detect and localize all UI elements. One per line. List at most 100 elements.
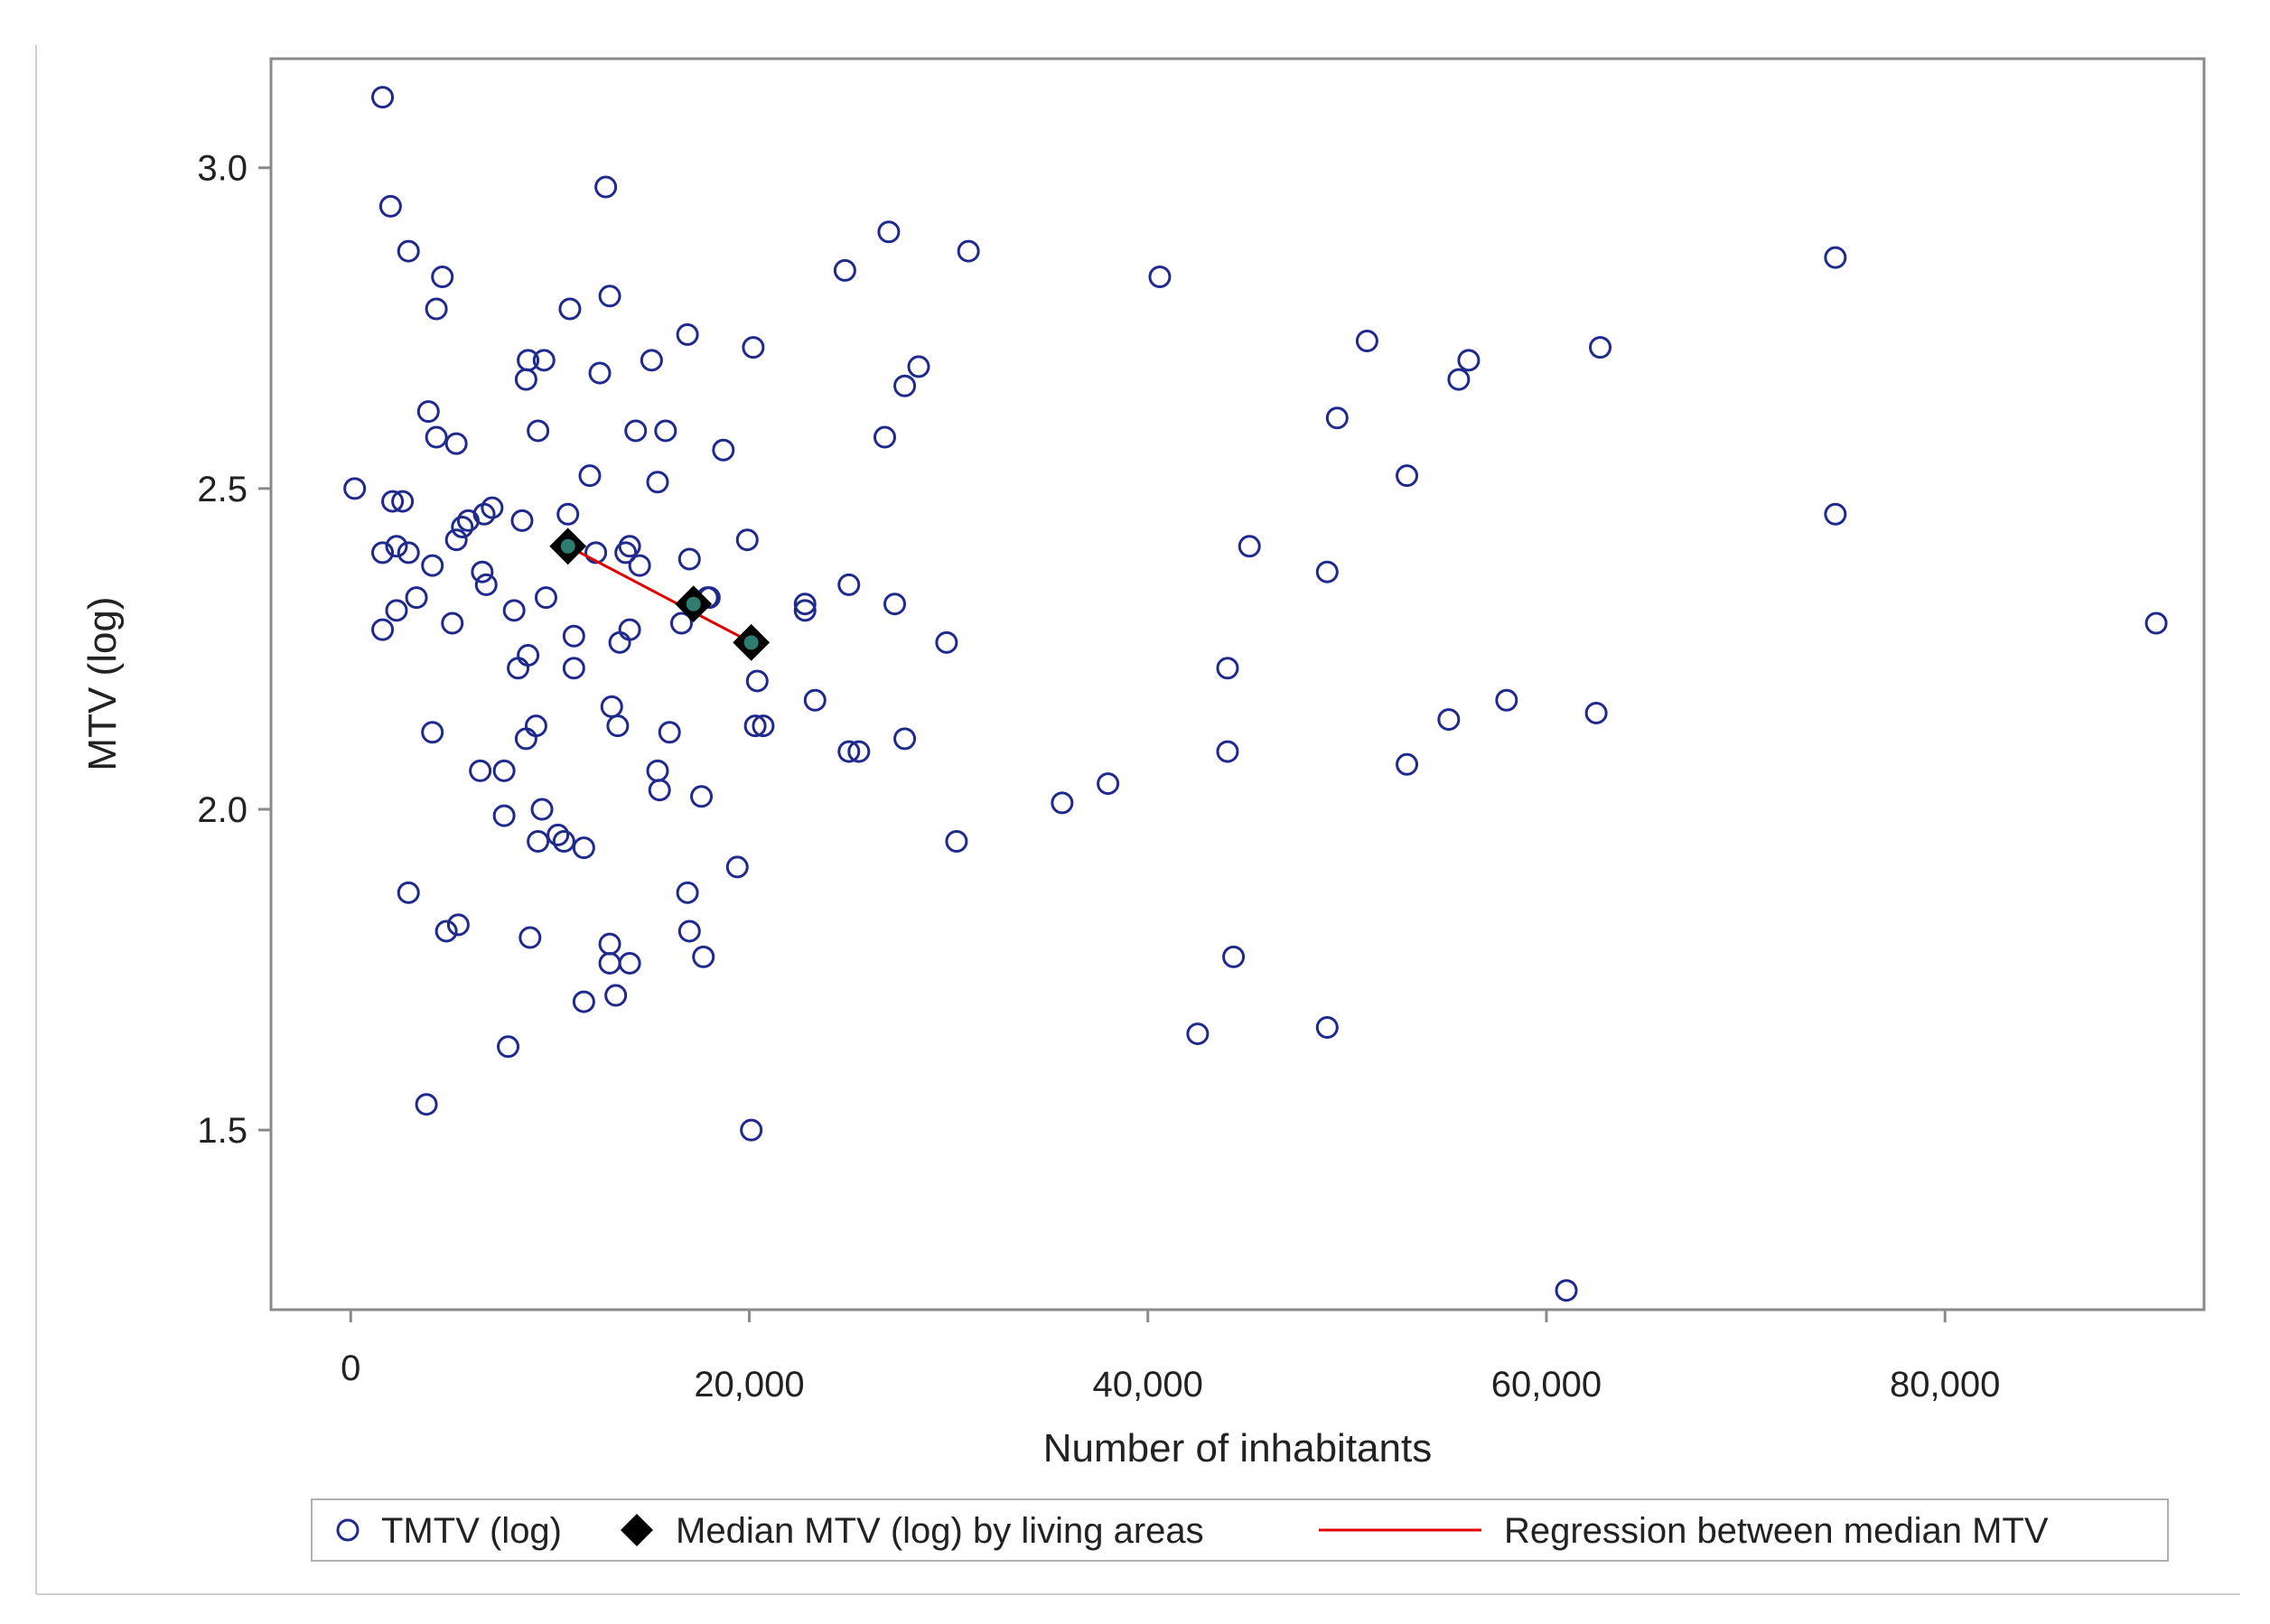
scatter-point — [1315, 560, 1339, 583]
scatter-point — [524, 714, 547, 738]
median-diamond-center — [743, 635, 759, 650]
legend-marker-circle — [336, 1518, 360, 1542]
scatter-point — [837, 573, 861, 596]
scatter-point — [444, 432, 468, 455]
scatter-point — [481, 496, 504, 519]
scatter-point — [646, 759, 669, 782]
median-diamond-center — [686, 596, 701, 611]
scatter-point — [556, 502, 580, 526]
scatter-point — [371, 541, 395, 565]
scatter-point — [628, 554, 651, 577]
scatter-point — [552, 830, 575, 854]
scatter-point — [1447, 368, 1471, 391]
scatter-point — [562, 657, 585, 680]
scatter-point — [385, 599, 408, 622]
scatter-point — [371, 86, 395, 109]
scatter-point — [594, 175, 618, 199]
scatter-point — [847, 740, 871, 763]
scatter-point — [421, 554, 444, 577]
scatter-point — [572, 836, 595, 860]
x-axis: 0 20,000 40,000 60,000 80,000 — [341, 1310, 2000, 1405]
scatter-point — [588, 361, 612, 385]
scatter-point — [837, 740, 861, 763]
legend-marker-diamond — [621, 1514, 653, 1546]
scatter-point — [502, 599, 526, 622]
scatter-point — [378, 194, 402, 218]
scatter-point — [624, 419, 648, 443]
scatter-point — [598, 951, 621, 975]
scatter-point — [803, 688, 827, 712]
legend-label: Median MTV (log) by living areas — [676, 1511, 1204, 1551]
scatter-point — [469, 759, 492, 782]
scatter-point — [343, 477, 367, 500]
scatter-point — [1824, 502, 1847, 526]
scatter-point — [692, 945, 715, 968]
scatter-point — [532, 349, 556, 372]
scatter-point — [421, 721, 444, 744]
y-tick-label: 3.0 — [197, 149, 248, 189]
scatter-point — [646, 471, 669, 494]
scatter-point — [1396, 464, 1419, 488]
plot-marks — [343, 86, 2168, 1302]
scatter-point — [507, 657, 530, 680]
scatter-point — [1148, 265, 1172, 288]
scatter-point — [743, 714, 767, 738]
scatter-point — [518, 926, 542, 949]
scatter-point — [1325, 406, 1349, 430]
y-tick-label: 2.0 — [197, 790, 248, 830]
scatter-point — [935, 630, 958, 654]
scatter-point — [584, 541, 608, 565]
legend-label: TMTV (log) — [381, 1511, 562, 1551]
scatter-point — [425, 297, 448, 321]
scatter-point — [883, 593, 907, 616]
x-axis-title: Number of inhabitants — [1043, 1426, 1432, 1470]
scatter-point — [1315, 1015, 1339, 1039]
scatter-point — [752, 714, 775, 738]
scatter-point — [558, 297, 582, 321]
scatter-point — [446, 913, 470, 937]
scatter-point — [877, 220, 901, 244]
scatter-point — [725, 855, 749, 879]
scatter-point — [690, 785, 714, 808]
scatter-point — [397, 881, 420, 904]
scatter-point — [1355, 330, 1378, 353]
median-diamond-center — [560, 538, 575, 554]
y-tick-label: 2.5 — [197, 470, 248, 509]
x-tick-label: 80,000 — [1890, 1365, 2000, 1405]
legend-label: Regression between median MTV — [1504, 1511, 2049, 1551]
scatter-point — [618, 618, 641, 641]
scatter-point — [873, 425, 897, 449]
scatter-point — [514, 727, 537, 751]
scatter-point — [654, 419, 677, 443]
scatter-point — [1186, 1022, 1210, 1046]
scatter-point — [2144, 611, 2168, 635]
scatter-point — [471, 560, 494, 583]
scatter-point — [945, 830, 968, 854]
scatter-point — [740, 1118, 763, 1142]
scatter-point — [618, 535, 641, 558]
scatter-point — [604, 984, 628, 1007]
scatter-point — [676, 881, 699, 904]
scatter-point — [598, 932, 621, 956]
scatter-point — [1396, 752, 1419, 776]
scatter-point — [606, 714, 630, 738]
scatter-point — [415, 1093, 438, 1116]
scatter-point — [1555, 1279, 1578, 1302]
scatter-point — [608, 630, 631, 654]
scatter-point — [517, 644, 540, 667]
scatter-point — [425, 425, 448, 449]
scatter-point — [534, 586, 557, 610]
scatter-point — [391, 490, 415, 513]
x-tick-label: 0 — [341, 1349, 360, 1388]
scatter-point — [1495, 688, 1518, 712]
scatter-point — [530, 798, 554, 821]
scatter-point — [712, 438, 735, 462]
y-tick-label: 1.5 — [197, 1111, 248, 1151]
x-tick-label: 40,000 — [1093, 1365, 1203, 1405]
scatter-point — [648, 779, 671, 802]
scatter-point — [1097, 772, 1120, 796]
y-axis: 1.5 2.0 2.5 3.0 — [197, 149, 271, 1151]
x-tick-label: 60,000 — [1491, 1365, 1602, 1405]
scatter-point — [658, 721, 681, 744]
scatter-point — [1238, 535, 1261, 558]
